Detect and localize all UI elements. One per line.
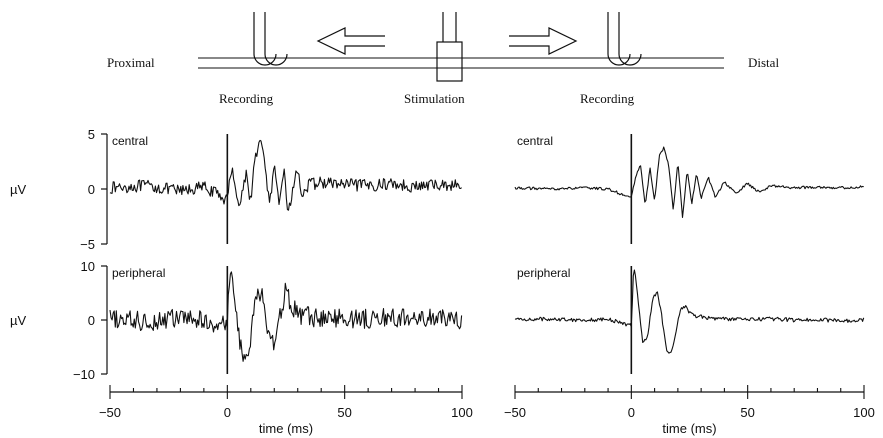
x-axis-left: −50 0 50 100 time (ms)	[99, 385, 473, 436]
y-tick-label: −10	[73, 367, 95, 382]
panel-left-central: 5 0 −5 µV central	[10, 127, 462, 252]
trace-line	[109, 139, 462, 211]
nerve-schematic: Proximal Distal Recording Stimulation Re…	[107, 12, 779, 106]
panel-right-peripheral: peripheral	[514, 266, 865, 374]
arrow-left-icon	[316, 27, 385, 55]
stimulation-electrode	[436, 12, 463, 82]
y-axis-label: µV	[10, 182, 26, 197]
x-tick-label: 0	[628, 405, 635, 420]
trace-line	[514, 146, 864, 218]
y-tick-label: 0	[88, 313, 95, 328]
x-tick-label: −50	[99, 405, 121, 420]
x-axis-label: time (ms)	[259, 421, 313, 436]
y-tick-label: 10	[81, 259, 95, 274]
panel-label: central	[112, 134, 148, 148]
panel-label: peripheral	[517, 266, 570, 280]
stimulation-label: Stimulation	[404, 91, 465, 106]
y-axis-label: µV	[10, 313, 26, 328]
panel-label: central	[517, 134, 553, 148]
panel-left-peripheral: 10 0 −10 µV peripheral	[10, 259, 463, 382]
panel-right-central: central	[514, 134, 864, 244]
recording-label-left: Recording	[219, 91, 274, 106]
x-axis-label: time (ms)	[662, 421, 716, 436]
recording-electrode-right	[607, 12, 642, 66]
x-tick-label: 50	[740, 405, 754, 420]
y-tick-label: 0	[88, 182, 95, 197]
distal-label: Distal	[748, 55, 779, 70]
arrow-right-icon	[509, 27, 578, 55]
x-tick-label: 100	[451, 405, 473, 420]
recording-electrode-left	[253, 12, 288, 66]
trace-line	[514, 269, 865, 354]
x-axis-right: −50 0 50 100 time (ms)	[504, 385, 875, 436]
trace-line	[109, 271, 463, 362]
x-tick-label: 50	[337, 405, 351, 420]
proximal-label: Proximal	[107, 55, 155, 70]
y-tick-label: −5	[80, 237, 95, 252]
x-tick-label: 0	[224, 405, 231, 420]
panel-label: peripheral	[112, 266, 165, 280]
y-tick-label: 5	[88, 127, 95, 142]
x-tick-label: 100	[853, 405, 875, 420]
x-tick-label: −50	[504, 405, 526, 420]
recording-label-right: Recording	[580, 91, 635, 106]
